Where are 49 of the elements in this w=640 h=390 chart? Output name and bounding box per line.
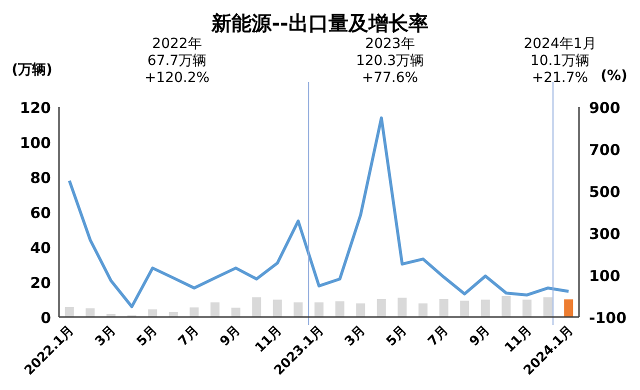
x-tick-label: 9月	[467, 323, 494, 350]
bar	[460, 300, 470, 317]
y-tick-label: 0	[40, 309, 51, 327]
bar	[522, 300, 532, 317]
y2-tick-label: 300	[589, 225, 620, 243]
y-tick-label: 80	[30, 169, 51, 187]
y-axis-title: (万辆)	[12, 62, 52, 78]
x-tick-label: 9月	[217, 323, 244, 350]
bar	[294, 302, 303, 317]
y-tick-label: 20	[30, 274, 51, 292]
bar	[502, 296, 511, 317]
bar	[272, 300, 282, 317]
bar	[231, 308, 240, 317]
bar	[64, 307, 74, 317]
y-tick-label: 100	[20, 134, 51, 152]
bar	[86, 308, 95, 317]
bar	[439, 298, 448, 317]
y-tick-label: 40	[30, 239, 51, 257]
y2-tick-label: 700	[589, 141, 620, 159]
text: 2024年1月 10.1万辆 +21.7%	[524, 36, 596, 86]
bar	[148, 309, 158, 317]
bar	[418, 303, 428, 317]
text: 2022年 67.7万辆 +120.2%	[144, 36, 210, 86]
y2-axis-title: (%)	[600, 68, 628, 84]
x-tick-label: 5月	[134, 323, 160, 350]
y-tick-label: 60	[30, 204, 51, 222]
y-tick-label: 120	[20, 99, 51, 117]
y2-tick-label: -100	[589, 309, 627, 327]
bar	[190, 307, 199, 317]
bar	[376, 298, 386, 317]
bar	[356, 303, 366, 317]
text: 2023年 120.3万辆 +77.6%	[356, 36, 424, 86]
x-tick-label: 7月	[425, 323, 452, 350]
x-tick-label: 7月	[176, 323, 202, 350]
y2-tick-label: 900	[589, 99, 620, 117]
chart-title: 新能源--出口量及增长率	[210, 11, 428, 35]
bar	[314, 302, 324, 317]
bar	[252, 297, 262, 317]
y2-tick-label: 100	[589, 267, 620, 285]
y2-tick-label: 500	[589, 183, 620, 201]
x-tick-label: 3月	[92, 323, 119, 350]
bar	[210, 302, 220, 317]
x-tick-label: 5月	[384, 323, 410, 350]
bar	[335, 301, 344, 317]
bar	[480, 300, 490, 317]
bar	[543, 297, 552, 317]
x-tick-label: 3月	[342, 323, 368, 350]
bar	[398, 298, 407, 317]
bar	[564, 299, 574, 317]
